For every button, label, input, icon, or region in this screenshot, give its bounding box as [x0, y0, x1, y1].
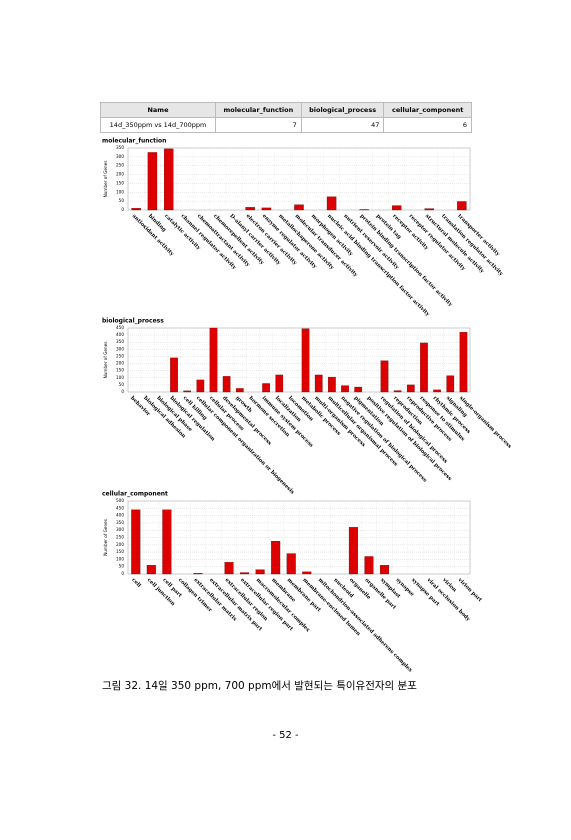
cell: 7 [214, 117, 302, 133]
y-tick-label: 0 [121, 389, 124, 394]
bar [286, 553, 296, 575]
bar [183, 390, 192, 393]
bar [131, 509, 141, 575]
bar [424, 208, 434, 211]
y-tick-label: 50 [119, 564, 125, 569]
bar [222, 376, 231, 393]
cell: 47 [300, 117, 385, 133]
chart-title: biological_process [102, 318, 164, 325]
y-axis-label: Number of Genes [103, 342, 108, 379]
bar [341, 385, 349, 393]
y-tick-label: 150 [116, 549, 124, 554]
bar [193, 573, 203, 575]
y-tick-label: 300 [116, 346, 124, 351]
y-tick-label: 0 [121, 207, 124, 212]
summary-table: Name molecular_function biological_proce… [100, 102, 472, 133]
y-tick-label: 400 [116, 513, 124, 518]
bar [147, 152, 158, 211]
y-tick-label: 450 [116, 325, 124, 330]
bar [457, 201, 467, 211]
bar [446, 375, 455, 393]
y-tick-label: 350 [116, 520, 124, 525]
bar [294, 204, 304, 211]
bar [162, 509, 172, 575]
bar [392, 205, 402, 211]
y-tick-label: 0 [121, 571, 124, 576]
x-tick-label: cell [130, 577, 142, 589]
caption: 그림 32. 14일 350 ppm, 700 ppm에서 발현되는 특이유전자… [102, 680, 417, 692]
bar [326, 196, 337, 211]
bar [224, 562, 234, 575]
y-tick-label: 100 [116, 189, 124, 194]
bar [301, 328, 310, 393]
data-row: 14d_350ppm vs 14d_700ppm 7 47 6 [100, 117, 472, 133]
y-tick-label: 500 [116, 498, 124, 503]
y-tick-label: 250 [116, 163, 124, 168]
y-tick-label: 200 [116, 172, 124, 177]
bar [196, 379, 205, 393]
y-tick-label: 50 [119, 382, 125, 387]
x-tick-label: virion part [456, 577, 483, 604]
bar [393, 390, 402, 393]
x-tick-label: translation regulator activity [440, 213, 505, 278]
bar [275, 374, 284, 393]
y-tick-label: 300 [116, 154, 124, 159]
bar [209, 327, 218, 393]
bar [131, 208, 141, 211]
bar [314, 374, 323, 393]
bar [348, 527, 358, 575]
y-tick-label: 200 [116, 542, 124, 547]
chart-title: molecular_function [102, 138, 166, 145]
bar [359, 209, 369, 211]
y-tick-label: 150 [116, 180, 124, 185]
bar [302, 571, 312, 575]
y-tick-label: 400 [116, 332, 124, 337]
y-axis-label: Number of Genes [103, 519, 108, 556]
bar [379, 565, 390, 575]
header-cell: molecular_function [214, 102, 302, 118]
bar [354, 386, 363, 393]
bar [255, 569, 265, 575]
bar [364, 556, 374, 575]
y-tick-label: 450 [116, 505, 124, 510]
cell: 14d_350ppm vs 14d_700ppm [100, 117, 216, 133]
bar [146, 565, 156, 575]
bar [406, 384, 415, 393]
x-tick-label: single-organism process [458, 395, 512, 449]
y-axis-label: Number of Genes [103, 161, 108, 198]
page-number: - 52 - [272, 730, 299, 741]
chart-title: cellular_component [102, 491, 168, 498]
bar [380, 360, 389, 393]
bar [328, 376, 336, 393]
y-tick-label: 100 [116, 556, 124, 561]
bar [245, 207, 255, 211]
y-tick-label: 350 [116, 339, 124, 344]
y-tick-label: 300 [116, 527, 124, 532]
bar [261, 207, 272, 211]
header-cell: Name [100, 102, 216, 118]
bar [271, 541, 281, 575]
bar [262, 383, 270, 393]
bar [433, 389, 441, 393]
bar [459, 332, 468, 393]
bar [235, 388, 244, 393]
bar [240, 572, 250, 575]
y-tick-label: 50 [119, 198, 125, 203]
y-tick-label: 100 [116, 375, 124, 380]
plot-area [127, 147, 471, 211]
y-tick-label: 250 [116, 353, 124, 358]
y-tick-label: 150 [116, 368, 124, 373]
y-tick-label: 350 [116, 145, 124, 150]
bar [170, 357, 178, 393]
y-tick-label: 250 [116, 535, 124, 540]
cell: 6 [383, 117, 472, 133]
y-tick-label: 200 [116, 361, 124, 366]
bar [164, 148, 174, 211]
bar [420, 342, 428, 393]
